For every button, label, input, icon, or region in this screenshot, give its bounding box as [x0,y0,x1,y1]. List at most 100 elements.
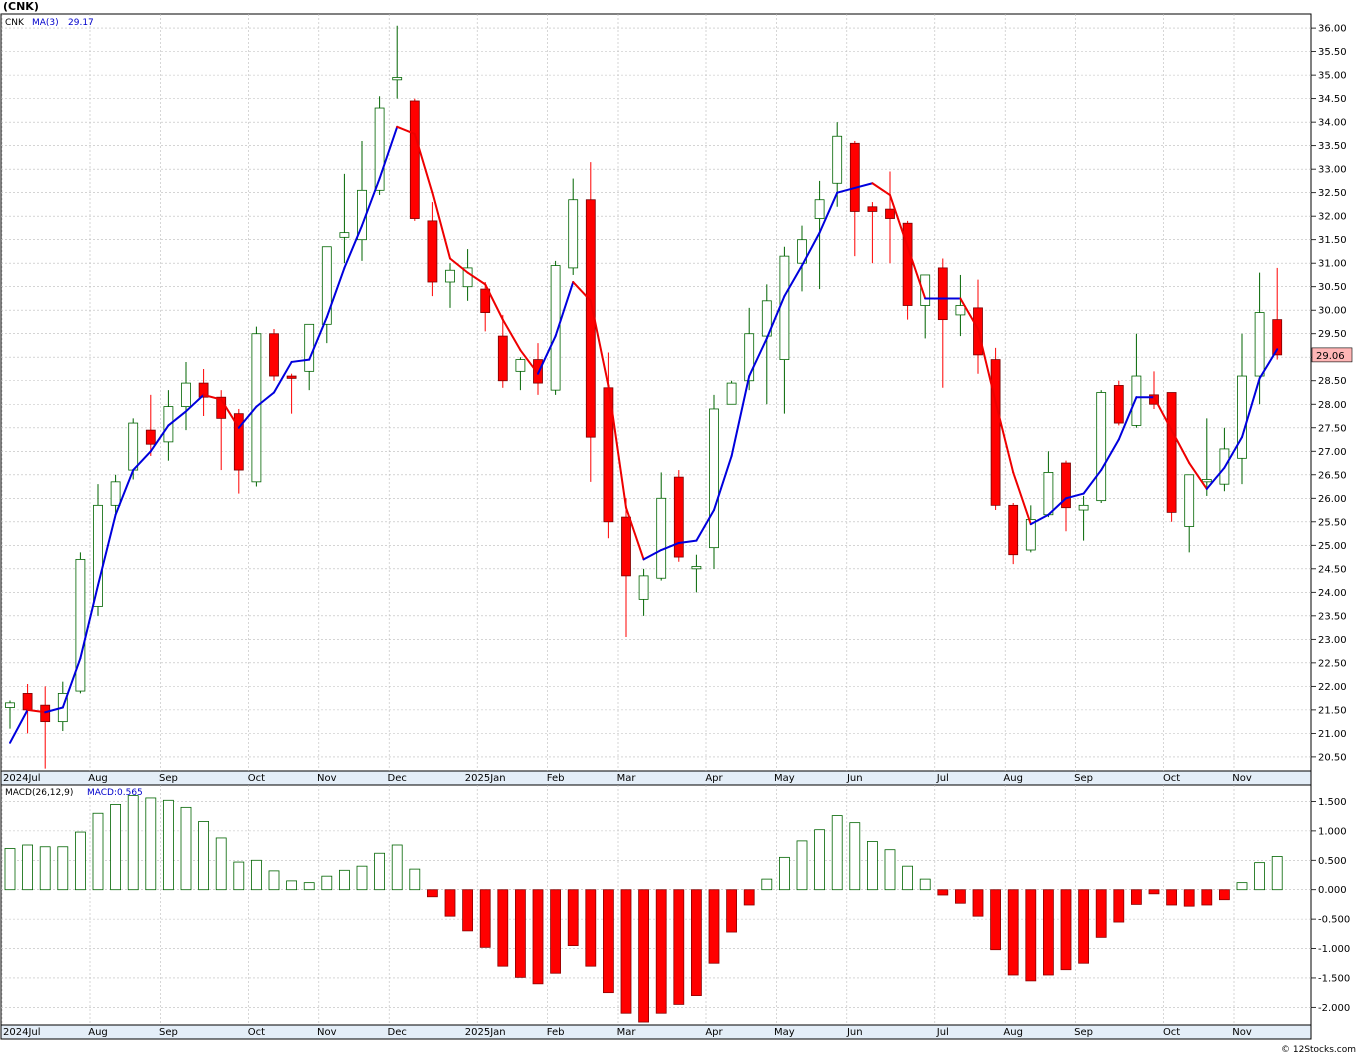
month-label: 2024Jul [3,773,41,784]
candle-body-down [145,429,156,445]
macd-tick-label: 1.500 [1318,797,1347,808]
macd-bar-positive [779,856,790,891]
candle [462,249,473,301]
macd-bar-positive [374,852,386,891]
candle-body-up [709,408,719,549]
candle [40,686,51,769]
macd-bar-negative [497,889,509,967]
candle [145,394,156,456]
candle [233,408,244,494]
price-tick-label: 25.00 [1318,541,1347,552]
candle-body-up [1201,479,1212,483]
candle [920,274,931,339]
candle-body-down [621,516,631,577]
candle [286,373,297,414]
macd-bar-negative [1183,889,1195,907]
chart-title: (CNK) [3,0,39,13]
candle-body-up [1043,472,1054,516]
ma-segment [871,182,891,197]
macd-value-label: MACD:0.565 [87,788,143,798]
ma-segment [607,384,627,509]
ma-segment [308,316,328,361]
ma-segment [1047,497,1067,516]
price-tick-label: 29.50 [1318,329,1347,340]
price-tick-label: 23.00 [1318,635,1347,646]
macd-bar-negative [955,889,966,904]
macd-bar-positive [761,878,773,891]
candle-body-up [5,702,15,708]
candle-body-up [1237,375,1247,459]
macd-bar-positive [409,868,421,891]
macd-bar-positive [215,837,227,891]
candle-body-down [22,693,33,711]
candle-body-up [1078,504,1089,511]
last-price-tag: 29.06 [1311,347,1353,363]
ma-segment [625,506,645,561]
macd-bar-negative [1131,889,1142,905]
candle [181,361,191,431]
candle [814,180,825,290]
ma-segment [677,539,698,544]
candle [550,260,561,395]
ma-segment [449,257,469,274]
price-tick-label: 32.00 [1318,212,1347,223]
ma-segment [431,191,451,260]
month-label: Oct [248,773,265,784]
macd-label: MACD(26,12,9) [5,788,73,798]
candle-body-up [955,305,966,316]
macd-bar-negative [1025,889,1037,982]
ma-segment [1223,436,1243,469]
month-label: Aug [1003,773,1023,784]
month-label: 2025Jan [465,773,506,784]
ma-segment [1241,377,1261,439]
macd-bar-negative [990,889,1001,951]
macd-bar-negative [462,889,474,932]
candle-body-down [937,267,948,321]
ma-segment [466,271,487,286]
macd-month-label: 2025Jan [465,1027,506,1038]
macd-month-label: Sep [159,1027,178,1038]
macd-bar-negative [1007,889,1019,976]
macd-bar-positive [867,841,878,891]
ma-segment [1082,469,1103,495]
candle [5,700,15,729]
candle-body-up [1096,392,1107,502]
macd-bar-positive [180,806,192,891]
price-tick-label: 21.00 [1318,729,1347,740]
macd-month-label: 2024Jul [3,1027,41,1038]
macd-month-label: Aug [88,1027,108,1038]
price-tick-label: 27.00 [1318,447,1347,458]
macd-month-label: Oct [1163,1027,1180,1038]
macd-bar-positive [4,848,16,891]
price-tick-label: 21.50 [1318,705,1347,716]
price-date-band [0,770,1312,786]
candle-body-down [867,206,878,212]
candle [1272,267,1283,360]
macd-month-label: Mar [617,1027,637,1038]
ma-segment [748,337,768,378]
candle [656,472,667,581]
macd-bar-negative [1043,889,1054,976]
macd-date-band [0,1024,1312,1040]
macd-bar-positive [356,865,368,891]
ma-segment [413,132,434,194]
macd-tick-label: 0.000 [1318,885,1347,896]
ma-segment [501,318,522,352]
candle [1237,333,1247,485]
ma-segment [537,335,557,375]
candle-body-down [849,142,860,212]
candle-body-down [427,220,438,283]
candle-body-up [339,232,350,238]
x-axis-labels: 2024Jul 2024Jul Aug Aug Sep Sep Oct Oct Nov Nov De… [3,773,1252,1038]
price-tick-label: 24.50 [1318,564,1347,575]
macd-bar-negative [1095,889,1107,938]
ma-segment [273,360,293,394]
ma-segment [519,349,539,375]
macd-bar-negative [479,889,491,948]
macd-month-label: Dec [388,1027,407,1038]
macd-bar-positive [1271,856,1283,891]
macd-bar-positive [92,812,104,891]
macd-bar-positive [1254,862,1265,891]
candle [1113,380,1124,426]
macd-month-label: Aug [1003,1027,1023,1038]
